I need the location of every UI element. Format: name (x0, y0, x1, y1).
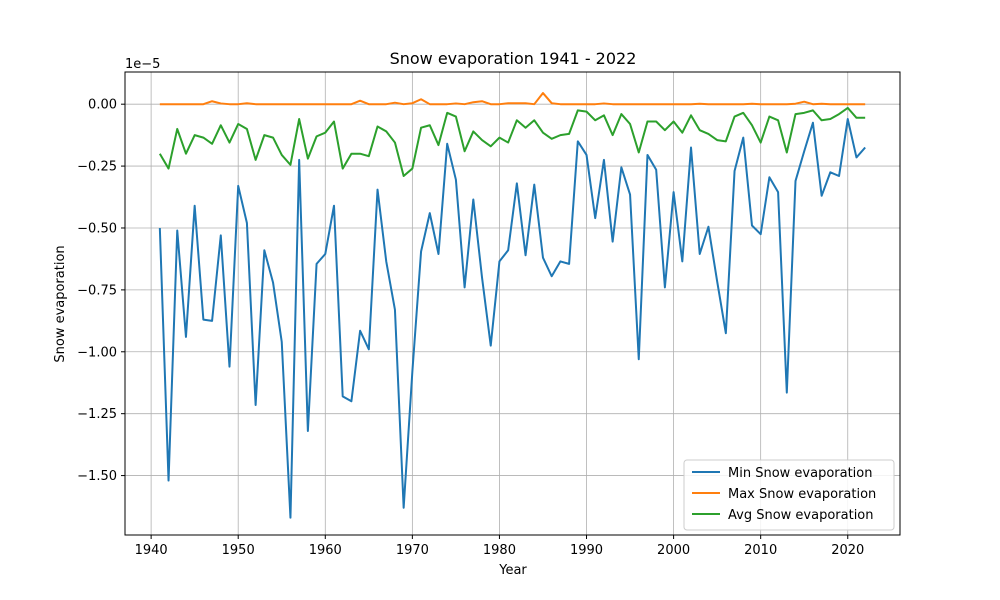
series-line-min (158, 118, 866, 519)
legend-label-max: Max Snow evaporation (728, 487, 876, 502)
legend: Min Snow evaporation Max Snow evaporatio… (683, 459, 895, 531)
x-tick-label: 1950 (222, 543, 255, 558)
x-axis-ticks: 1940 1950 1960 1970 1980 1990 2000 2010 2020 (135, 535, 864, 558)
x-tick-label: 1940 (135, 543, 168, 558)
x-tick-label: 1970 (396, 543, 429, 558)
legend-label-min: Min Snow evaporation (728, 466, 873, 481)
legend-label-avg: Avg Snow evaporation (728, 508, 874, 523)
series-line-avg (158, 106, 866, 177)
x-axis-label: Year (498, 563, 527, 578)
y-tick-label: 0.00 (88, 98, 117, 113)
series-lines (158, 92, 866, 519)
y-tick-label: −0.50 (77, 221, 117, 236)
x-tick-label: 2010 (744, 543, 777, 558)
y-tick-label: −0.75 (77, 283, 117, 298)
x-tick-label: 1980 (483, 543, 516, 558)
y-axis-label: Snow evaporation (53, 245, 68, 362)
x-tick-label: 1990 (570, 543, 603, 558)
chart-title: Snow evaporation 1941 - 2022 (390, 49, 637, 68)
y-tick-label: −0.25 (77, 160, 117, 175)
y-tick-label: −1.00 (77, 345, 117, 360)
series-line-max (159, 92, 866, 106)
y-axis-offset-text: 1e−5 (125, 57, 160, 72)
x-tick-label: 2020 (831, 543, 864, 558)
y-tick-label: −1.25 (77, 407, 117, 422)
y-axis-ticks: 0.00 −0.25 −0.50 −0.75 −1.00 −1.25 −1.50 (77, 98, 125, 484)
y-tick-label: −1.50 (77, 469, 117, 484)
plot-frame (124, 71, 901, 536)
legend-box (683, 459, 895, 531)
x-tick-label: 1960 (309, 543, 342, 558)
x-tick-label: 2000 (657, 543, 690, 558)
